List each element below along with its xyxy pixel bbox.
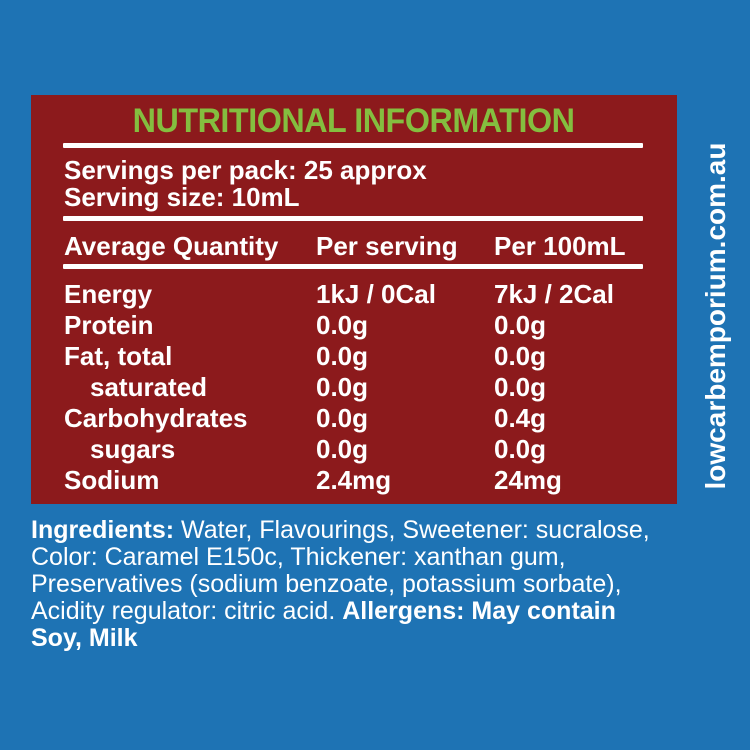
- row-per-serving-value: 0.0g: [316, 310, 369, 340]
- serving-size: Serving size: 10mL: [64, 182, 300, 212]
- row-label: Protein: [64, 310, 154, 340]
- row-per-serving-value: 2.4mg: [316, 465, 392, 495]
- divider-middle: [63, 216, 643, 221]
- panel-title-text: NUTRITIONAL INFORMATION: [133, 102, 575, 140]
- row-label: Fat, total: [64, 341, 173, 371]
- divider-header: [63, 264, 643, 269]
- ingredients-bold-text: Allergens: May contain Soy, Milk: [31, 597, 616, 652]
- table-header-row: Average Quantity Per serving Per 100mL: [64, 233, 654, 260]
- table-row: Fat, total 0.0g 0.0g: [64, 341, 654, 372]
- row-label: Sodium: [64, 465, 160, 495]
- row-per-100ml-value: 0.0g: [494, 434, 547, 464]
- row-per-serving-value: 0.0g: [316, 341, 369, 371]
- header-average-quantity: Average Quantity: [64, 231, 279, 261]
- row-per-100ml-value: 0.0g: [494, 310, 547, 340]
- ingredients-bold-text: Ingredients:: [31, 516, 175, 544]
- row-per-serving-value: 0.0g: [316, 403, 369, 433]
- row-per-100ml-value: 0.0g: [494, 372, 547, 402]
- row-label: Carbohydrates: [64, 403, 248, 433]
- ingredients-paragraph: Ingredients: Water, Flavourings, Sweeten…: [31, 517, 737, 652]
- row-per-100ml-value: 0.4g: [494, 403, 547, 433]
- row-per-serving-value: 0.0g: [316, 372, 369, 402]
- servings-block: Servings per pack: 25 approx Serving siz…: [64, 157, 427, 211]
- panel-title: NUTRITIONAL INFORMATION: [31, 103, 677, 139]
- row-per-100ml-value: 7kJ / 2Cal: [494, 279, 614, 309]
- table-row: Sodium 2.4mg 24mg: [64, 465, 654, 496]
- row-label: saturated: [90, 372, 208, 402]
- row-per-serving-value: 0.0g: [316, 434, 369, 464]
- header-per-serving: Per serving: [316, 231, 458, 261]
- nutrition-panel: NUTRITIONAL INFORMATION Servings per pac…: [31, 95, 677, 504]
- row-label: Energy: [64, 279, 153, 309]
- table-row: Energy 1kJ / 0Cal 7kJ / 2Cal: [64, 279, 654, 310]
- row-label: sugars: [90, 434, 176, 464]
- divider-top: [63, 143, 643, 148]
- website-vertical-text: lowcarbemporium.com.au: [700, 142, 731, 490]
- servings-per-pack: Servings per pack: 25 approx: [64, 155, 427, 185]
- nutrition-table: Energy 1kJ / 0Cal 7kJ / 2Cal Protein 0.0g 0.0…: [64, 279, 654, 496]
- header-per-100ml: Per 100mL: [494, 231, 626, 261]
- row-per-100ml-value: 0.0g: [494, 341, 547, 371]
- ingredients-regular-text: Water, Flavourings, Sweetener: sucralose…: [31, 516, 650, 625]
- table-row: saturated 0.0g 0.0g: [64, 372, 654, 403]
- table-row: Carbohydrates 0.0g 0.4g: [64, 403, 654, 434]
- table-row: Protein 0.0g 0.0g: [64, 310, 654, 341]
- row-per-100ml-value: 24mg: [494, 465, 562, 495]
- row-per-serving-value: 1kJ / 0Cal: [316, 279, 436, 309]
- table-row: sugars 0.0g 0.0g: [64, 434, 654, 465]
